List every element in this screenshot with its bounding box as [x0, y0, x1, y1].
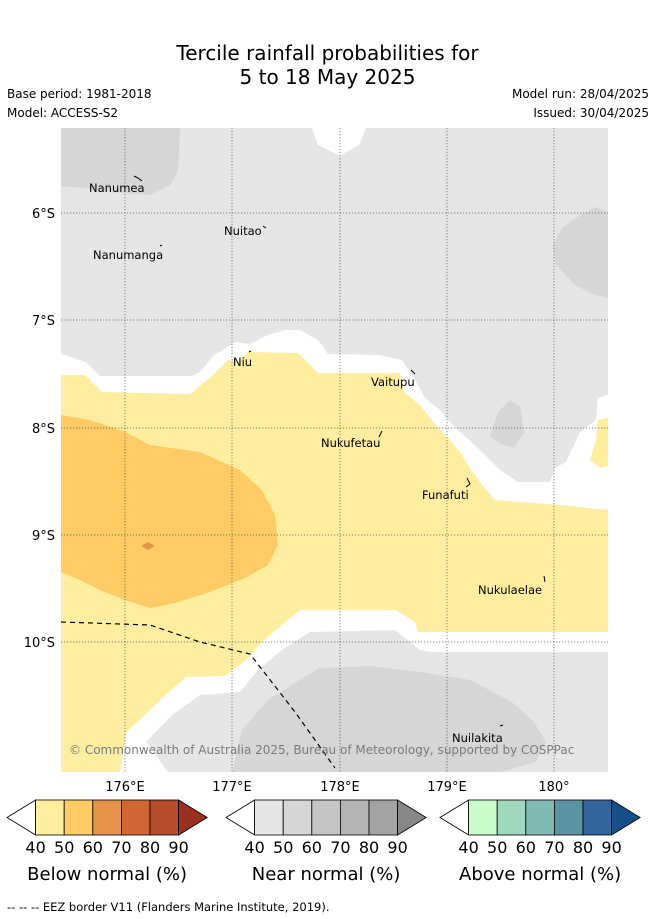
above-normal-extend-low [439, 799, 470, 836]
lat-label-10s: 10°S [24, 636, 55, 651]
map-panel: Nanumea Nuitao Nanumanga Niu Vaitupu Nuk… [61, 128, 608, 772]
near-normal-50-60-nw [61, 128, 180, 195]
eez-border [61, 621, 336, 769]
place-nanumanga: Nanumanga [93, 248, 163, 262]
below-normal-tick-40: 40 [25, 838, 45, 857]
below-normal-tick-90: 90 [168, 838, 188, 857]
below-normal-tick-80: 80 [140, 838, 160, 857]
near-normal-tick-40: 40 [244, 838, 264, 857]
lon-label-178e: 178°E [320, 780, 360, 795]
near-normal-tick-80: 80 [359, 838, 379, 857]
near-normal-extend-low [225, 799, 256, 836]
below-normal-50-60 [61, 415, 278, 608]
above-normal-tick-80: 80 [573, 838, 593, 857]
place-funafuti: Funafuti [422, 488, 469, 502]
place-nuitao: Nuitao [224, 224, 262, 238]
below-normal-swatch-3 [92, 799, 122, 836]
above-normal-swatch-4 [554, 799, 584, 836]
above-normal-swatch-3 [525, 799, 555, 836]
below-normal-swatch-4 [121, 799, 151, 836]
copyright-notice: © Commonwealth of Australia 2025, Bureau… [69, 743, 574, 757]
place-nukufetau: Nukufetau [321, 436, 380, 450]
near-normal-title: Near normal (%) [252, 864, 401, 885]
island-outlines [133, 175, 546, 727]
lon-label-180: 180° [538, 780, 569, 795]
below-normal-colorbar: 40 50 60 70 80 90 Below normal (%) [6, 799, 208, 885]
near-normal-tick-70: 70 [330, 838, 350, 857]
near-normal-50-60-east [553, 207, 608, 298]
below-normal-40-50-east [590, 418, 608, 468]
near-normal-tick-60: 60 [302, 838, 322, 857]
lon-label-176e: 176°E [105, 780, 145, 795]
above-normal-swatch-5 [582, 799, 613, 836]
near-normal-swatch-4 [339, 799, 370, 836]
model-run: Model run: 28/04/2025 [511, 87, 649, 101]
near-normal-50-60-mid [490, 400, 524, 448]
place-niu: Niu [233, 355, 252, 369]
lat-label-6s: 6°S [32, 207, 55, 222]
lon-label-179e: 179°E [427, 780, 467, 795]
base-period: Base period: 1981-2018 [7, 87, 152, 101]
above-normal-title: Above normal (%) [459, 864, 621, 885]
near-normal-swatch-2 [282, 799, 313, 836]
above-normal-tick-70: 70 [544, 838, 564, 857]
above-normal-tick-90: 90 [601, 838, 621, 857]
map-figure: Nanumea Nuitao Nanumanga Niu Vaitupu Nuk… [6, 128, 641, 885]
near-normal-40-50-north [61, 128, 608, 482]
graticule [61, 128, 608, 772]
lat-label-9s: 9°S [32, 529, 55, 544]
below-normal-swatch-1 [35, 799, 65, 836]
above-normal-extend-high [611, 799, 641, 836]
near-normal-colorbar: 40 50 60 70 80 90 Near normal (%) [225, 799, 427, 885]
lat-label-8s: 8°S [32, 422, 55, 437]
above-normal-tick-50: 50 [487, 838, 507, 857]
below-normal-60-70-spot [141, 542, 155, 550]
below-normal-extend-low [6, 799, 36, 836]
title-line-2: 5 to 18 May 2025 [239, 65, 416, 89]
above-normal-tick-40: 40 [458, 838, 478, 857]
model-name: Model: ACCESS-S2 [7, 106, 119, 120]
issued-date: Issued: 30/04/2025 [533, 106, 649, 120]
above-normal-tick-60: 60 [516, 838, 536, 857]
below-normal-tick-50: 50 [54, 838, 74, 857]
near-normal-swatch-3 [311, 799, 341, 836]
below-normal-tick-70: 70 [111, 838, 131, 857]
below-normal-extend-high [178, 799, 208, 836]
lon-label-177e: 177°E [212, 780, 252, 795]
near-normal-tick-50: 50 [273, 838, 293, 857]
place-nukulaelae: Nukulaelae [478, 583, 542, 597]
latitude-labels: 6°S 7°S 8°S 9°S 10°S [24, 207, 55, 651]
near-normal-extend-high [397, 799, 427, 836]
lat-label-7s: 7°S [32, 314, 55, 329]
near-normal-tick-90: 90 [387, 838, 407, 857]
place-vaitupu: Vaitupu [371, 375, 415, 389]
near-normal-50-60-south [232, 666, 546, 772]
longitude-labels: 176°E 177°E 178°E 179°E 180° [105, 780, 569, 795]
place-nanumea: Nanumea [89, 181, 145, 195]
below-normal-swatch-5 [149, 799, 180, 836]
above-normal-swatch-1 [468, 799, 498, 836]
eez-footnote: -- -- -- EEZ border V11 (Flanders Marine… [7, 900, 330, 914]
colorbars: 40 50 60 70 80 90 Below normal (%) 40 50 60 70 80 90… [6, 799, 641, 885]
title-line-1: Tercile rainfall probabilities for [176, 41, 479, 65]
below-normal-swatch-2 [63, 799, 94, 836]
above-normal-colorbar: 40 50 60 70 80 90 Above normal (%) [439, 799, 641, 885]
place-nuilakita: Nuilakita [452, 731, 503, 745]
near-normal-swatch-1 [254, 799, 284, 836]
place-labels: Nanumea Nuitao Nanumanga Niu Vaitupu Nuk… [89, 181, 542, 745]
above-normal-swatch-2 [496, 799, 527, 836]
below-normal-tick-60: 60 [83, 838, 103, 857]
below-normal-title: Below normal (%) [27, 864, 187, 885]
near-normal-swatch-5 [368, 799, 399, 836]
